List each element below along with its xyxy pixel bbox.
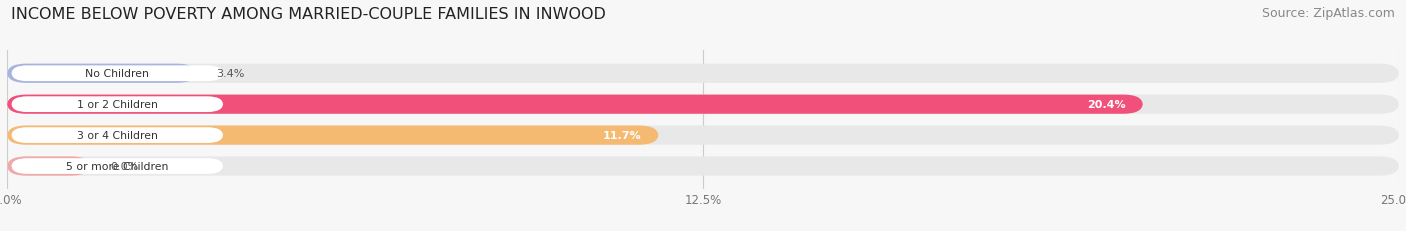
FancyBboxPatch shape xyxy=(11,128,224,143)
FancyBboxPatch shape xyxy=(11,97,224,112)
FancyBboxPatch shape xyxy=(7,157,90,176)
FancyBboxPatch shape xyxy=(7,64,1399,83)
Text: 3 or 4 Children: 3 or 4 Children xyxy=(77,131,157,140)
Text: INCOME BELOW POVERTY AMONG MARRIED-COUPLE FAMILIES IN INWOOD: INCOME BELOW POVERTY AMONG MARRIED-COUPL… xyxy=(11,7,606,22)
FancyBboxPatch shape xyxy=(7,126,658,145)
FancyBboxPatch shape xyxy=(7,64,197,83)
Text: 3.4%: 3.4% xyxy=(217,69,245,79)
FancyBboxPatch shape xyxy=(11,158,224,174)
Text: Source: ZipAtlas.com: Source: ZipAtlas.com xyxy=(1261,7,1395,20)
Text: 1 or 2 Children: 1 or 2 Children xyxy=(77,100,157,110)
Text: No Children: No Children xyxy=(86,69,149,79)
FancyBboxPatch shape xyxy=(11,66,224,82)
FancyBboxPatch shape xyxy=(7,157,1399,176)
FancyBboxPatch shape xyxy=(7,126,1399,145)
Text: 11.7%: 11.7% xyxy=(603,131,641,140)
Text: 0.0%: 0.0% xyxy=(110,161,138,171)
Text: 20.4%: 20.4% xyxy=(1087,100,1126,110)
Text: 5 or more Children: 5 or more Children xyxy=(66,161,169,171)
FancyBboxPatch shape xyxy=(7,95,1143,114)
FancyBboxPatch shape xyxy=(7,95,1399,114)
